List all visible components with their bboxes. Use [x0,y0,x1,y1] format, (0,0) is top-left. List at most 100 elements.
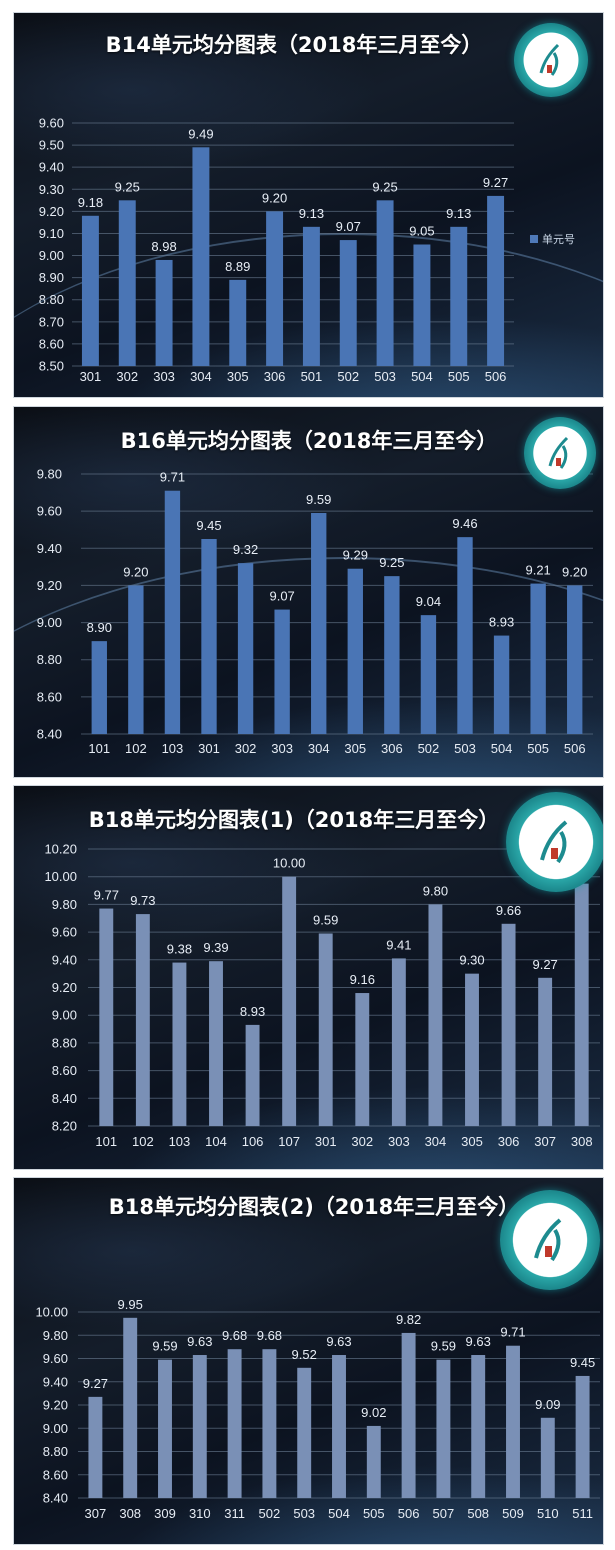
y-tick-label: 9.60 [52,925,77,940]
chart-panel-b18-1: 8.20 8.40 8.60 8.80 9.00 9.20 9.40 9.60 9.80 10.0… [13,785,604,1170]
y-tick-label: 9.80 [43,1328,68,1343]
bar-504 [493,635,510,734]
bar-504 [332,1355,346,1498]
bar-306 [266,211,284,366]
bar-303 [391,958,406,1126]
bar-chart-b18-2: 8.40 8.60 8.80 9.00 9.20 9.40 9.60 9.80 10.00 9.2… [35,1297,600,1521]
data-label: 9.59 [313,912,338,927]
y-tick-label: 9.20 [37,578,62,593]
x-tick-label: 304 [308,741,330,756]
data-label: 10.00 [273,856,306,871]
bar-504 [413,244,431,366]
y-tick-label: 8.60 [39,336,64,351]
x-tick-label: 505 [448,369,470,384]
x-tick-label: 307 [534,1134,556,1149]
data-label: 8.93 [489,615,514,630]
data-label: 9.95 [118,1297,143,1312]
x-tick-label: 303 [153,369,175,384]
legend-label: 单元号 [542,234,575,246]
data-label: 9.52 [292,1347,317,1362]
bar-106 [245,1024,260,1126]
data-label: 9.29 [343,548,368,563]
data-label: 9.05 [409,224,434,239]
data-label: 9.66 [496,903,521,918]
y-tick-label: 9.60 [43,1351,68,1366]
bar-511 [575,1375,590,1498]
bar-306 [384,576,400,734]
bar-chart-b18-1: 8.20 8.40 8.60 8.80 9.00 9.20 9.40 9.60 9.80 10.0… [44,842,600,1149]
bar-107 [282,876,297,1126]
data-label: 9.25 [379,555,404,570]
data-label: 8.89 [225,259,250,274]
data-label: 9.13 [446,206,471,221]
x-tick-label: 508 [467,1506,489,1521]
x-tick-label: 503 [293,1506,315,1521]
data-label: 9.71 [500,1325,525,1340]
data-label: 9.41 [386,937,411,952]
bar-303 [155,259,173,366]
y-tick-label: 9.80 [37,467,62,482]
bar-305 [229,279,247,366]
x-tick-label: 303 [271,741,293,756]
x-tick-label: 506 [485,369,507,384]
x-tick-label: 503 [374,369,396,384]
y-tick-label: 9.20 [43,1398,68,1413]
bar-101 [99,908,114,1126]
x-tick-label: 103 [169,1134,191,1149]
y-tick-label: 9.20 [52,980,77,995]
legend-swatch [530,235,538,243]
data-label: 9.73 [130,893,155,908]
chart-panel-b14: 8.50 8.60 8.70 8.80 8.90 9.00 9.10 9.20 9.30 9.40… [13,12,604,398]
bar-307 [538,977,553,1126]
data-label: 9.13 [299,206,324,221]
bar-508 [471,1355,486,1498]
data-label: 9.39 [203,940,228,955]
x-tick-label: 507 [433,1506,455,1521]
y-tick-label: 8.60 [52,1063,77,1078]
x-tick-label: 303 [388,1134,410,1149]
data-label: 9.63 [187,1334,212,1349]
data-label: 9.68 [222,1328,247,1343]
bar-303 [274,609,290,734]
y-tick-label: 9.40 [37,541,62,556]
y-tick-label: 9.00 [37,615,62,630]
x-tick-label: 505 [527,741,549,756]
y-tick-label: 9.00 [43,1421,68,1436]
bar-506 [567,585,583,734]
x-tick-label: 306 [381,741,403,756]
x-tick-label: 301 [80,369,102,384]
x-tick-label: 509 [502,1506,524,1521]
bar-102 [128,585,144,734]
x-tick-label: 502 [259,1506,281,1521]
y-tick-label: 8.80 [39,292,64,307]
data-label: 9.20 [562,564,587,579]
y-tick-label: 9.50 [39,138,64,153]
data-label: 9.20 [262,190,287,205]
x-tick-label: 503 [454,741,476,756]
x-tick-label: 309 [154,1506,176,1521]
data-label: 9.25 [372,179,397,194]
x-tick-label: 304 [190,369,212,384]
school-emblem-icon [506,792,603,892]
x-tick-label: 301 [315,1134,337,1149]
y-tick-label: 10.00 [44,869,77,884]
bar-308 [574,883,589,1126]
data-label: 9.45 [570,1355,595,1370]
bar-102 [135,914,150,1126]
y-tick-label: 9.20 [39,204,64,219]
x-tick-label: 302 [351,1134,373,1149]
x-tick-label: 506 [564,741,586,756]
y-tick-label: 9.00 [52,1008,77,1023]
bar-301 [318,933,333,1126]
bar-506 [487,195,505,366]
bar-103 [172,962,187,1126]
bar-104 [209,961,223,1126]
x-tick-label: 308 [119,1506,141,1521]
data-label: 9.68 [257,1328,282,1343]
data-label: 8.98 [151,239,176,254]
data-label: 9.77 [94,888,119,903]
x-tick-label: 302 [235,741,257,756]
bar-307 [88,1396,103,1498]
data-label: 9.82 [396,1312,421,1327]
bar-308 [123,1317,138,1498]
